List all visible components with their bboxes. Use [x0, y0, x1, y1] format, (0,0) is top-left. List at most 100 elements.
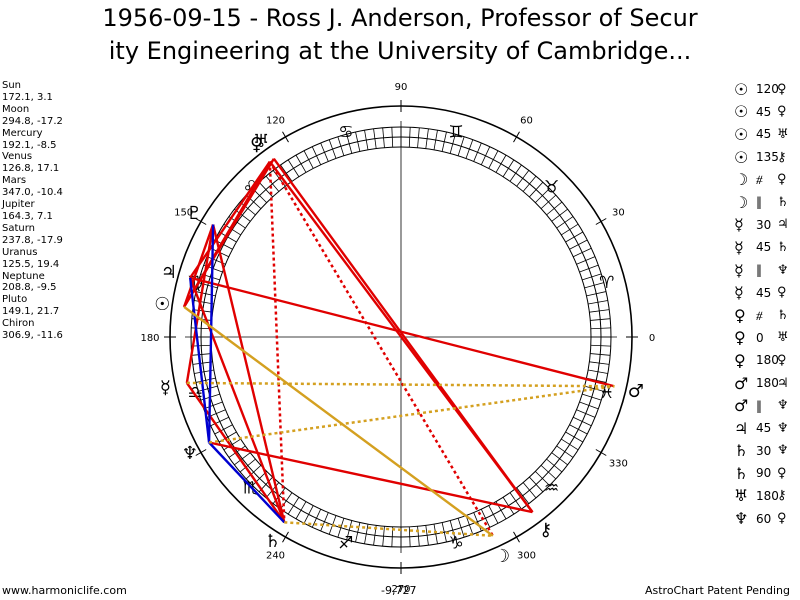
degree-tick	[425, 128, 429, 149]
planet-uranus-icon: ♅	[253, 131, 269, 152]
degree-tick	[556, 216, 574, 229]
degree-tick	[192, 361, 213, 365]
zodiac-sign-icon: ♊	[449, 122, 464, 142]
degree-tick	[391, 127, 394, 148]
aspect-planet-2-icon: ♀	[777, 352, 787, 368]
aspect-kind: 135	[756, 150, 779, 165]
aspect-planet-2-icon: ♀	[777, 104, 787, 120]
degree-tick	[311, 146, 322, 165]
degree-tick	[425, 525, 429, 546]
aspect-planet-1-icon: ♄	[734, 463, 749, 483]
degree-tick	[265, 175, 280, 192]
degree-tick	[457, 136, 465, 156]
aspect-line	[183, 305, 494, 537]
planet-position-saturn: 237.8, -17.9	[2, 234, 63, 246]
degree-tick	[589, 361, 610, 365]
aspect-kind: 45	[756, 127, 772, 142]
degree-tick	[516, 170, 530, 187]
aspect-planet-2-icon: ♀	[777, 511, 787, 527]
degree-tick	[449, 520, 456, 540]
aspect-planet-2-icon: ♀	[777, 81, 787, 97]
degree-tick	[441, 131, 447, 152]
degree-tick	[195, 377, 216, 383]
aspect-planet-1-icon: ☽	[734, 192, 749, 212]
degree-tick	[509, 164, 522, 182]
aspect-planet-1-icon: ☿	[734, 283, 744, 303]
planet-position-jupiter: 164.3, 7.1	[2, 210, 53, 222]
aspect-line	[284, 521, 493, 538]
aspect-kind: ⧣	[756, 172, 763, 187]
aspect-kind: 45	[756, 240, 772, 255]
degree-tick	[465, 139, 474, 159]
degree-tick	[337, 518, 345, 538]
aspect-planet-1-icon: ♃	[734, 418, 749, 438]
aspect-row: ☉ 45 ♅	[734, 123, 789, 146]
degree-label: 180	[140, 333, 159, 344]
degree-tick	[573, 416, 592, 427]
aspect-planet-2-icon: ♆	[777, 398, 789, 414]
degree-tick	[382, 526, 385, 547]
zodiac-sign-icon: ♐	[338, 534, 353, 554]
degree-tick	[569, 424, 588, 435]
degree-tick	[311, 509, 322, 528]
aspect-planet-1-icon: ☿	[734, 260, 744, 280]
aspect-planet-1-icon: ☉	[734, 147, 749, 167]
degree-tick	[573, 247, 592, 258]
aspect-row: ♆ 60 ♀	[734, 507, 789, 530]
planet-name-saturn: Saturn	[2, 222, 36, 234]
degree-label: 150	[174, 208, 193, 219]
aspect-kind: 45	[756, 285, 772, 300]
planet-sun-icon: ☉	[154, 294, 170, 315]
planet-name-neptune: Neptune	[2, 270, 45, 282]
aspect-kind: 0	[756, 330, 764, 345]
degree-tick	[584, 385, 604, 392]
aspect-planet-2-icon: ♅	[777, 126, 789, 142]
degree-label: 90	[395, 82, 408, 93]
degree-tick	[191, 344, 212, 347]
aspect-line	[272, 157, 534, 513]
degree-tick	[191, 353, 212, 356]
degree-tick	[355, 131, 361, 152]
degree-tick	[480, 509, 491, 528]
degree-tick	[252, 471, 267, 486]
planet-name-moon: Moon	[2, 103, 30, 115]
degree-tick	[480, 146, 491, 165]
planet-position-pluto: 149.1, 21.7	[2, 306, 60, 318]
aspect-line	[182, 224, 215, 308]
aspect-planet-2-icon: ♄	[777, 239, 789, 255]
aspect-kind: 30	[756, 217, 772, 232]
aspect-planet-1-icon: ☉	[734, 79, 749, 99]
sign-separator	[282, 131, 289, 143]
sign-separator	[195, 218, 207, 225]
sign-separator	[282, 531, 289, 543]
degree-tick	[228, 445, 246, 458]
degree-label: 30	[612, 208, 625, 219]
aspect-row: ♅ 180 ⚷	[734, 485, 789, 508]
aspect-kind: 45	[756, 104, 772, 119]
degree-tick	[320, 512, 329, 532]
planet-position-mars: 347.0, -10.4	[2, 187, 63, 199]
aspect-row: ☽ ⧣ ♀	[734, 168, 789, 191]
degree-tick	[234, 452, 251, 466]
aspect-kind: ‖	[756, 398, 762, 413]
zodiac-sign-icon: ♈	[599, 273, 614, 293]
degree-tick	[535, 471, 550, 486]
degree-tick	[191, 327, 212, 330]
aspect-row: ☿ 45 ♀	[734, 281, 789, 304]
planet-mercury-icon: ☿	[160, 378, 171, 399]
aspect-line	[189, 276, 615, 388]
chart-title-line-1: 1956-09-15 - Ross J. Anderson, Professor…	[102, 4, 698, 32]
aspect-planet-1-icon: ☿	[734, 237, 744, 257]
footer-patent-note: AstroChart Patent Pending	[644, 584, 790, 597]
aspect-row: ♀ ⧣ ♄	[734, 304, 789, 327]
aspect-row: ♀ 180 ♀	[734, 349, 789, 372]
planet-name-mars: Mars	[2, 175, 27, 187]
degree-label: 330	[609, 459, 628, 470]
degree-tick	[364, 524, 369, 544]
degree-tick	[295, 501, 307, 520]
degree-label: 300	[517, 550, 536, 561]
aspect-kind: 90	[756, 466, 772, 481]
degree-label: 0	[649, 333, 655, 344]
degree-tick	[214, 424, 233, 435]
